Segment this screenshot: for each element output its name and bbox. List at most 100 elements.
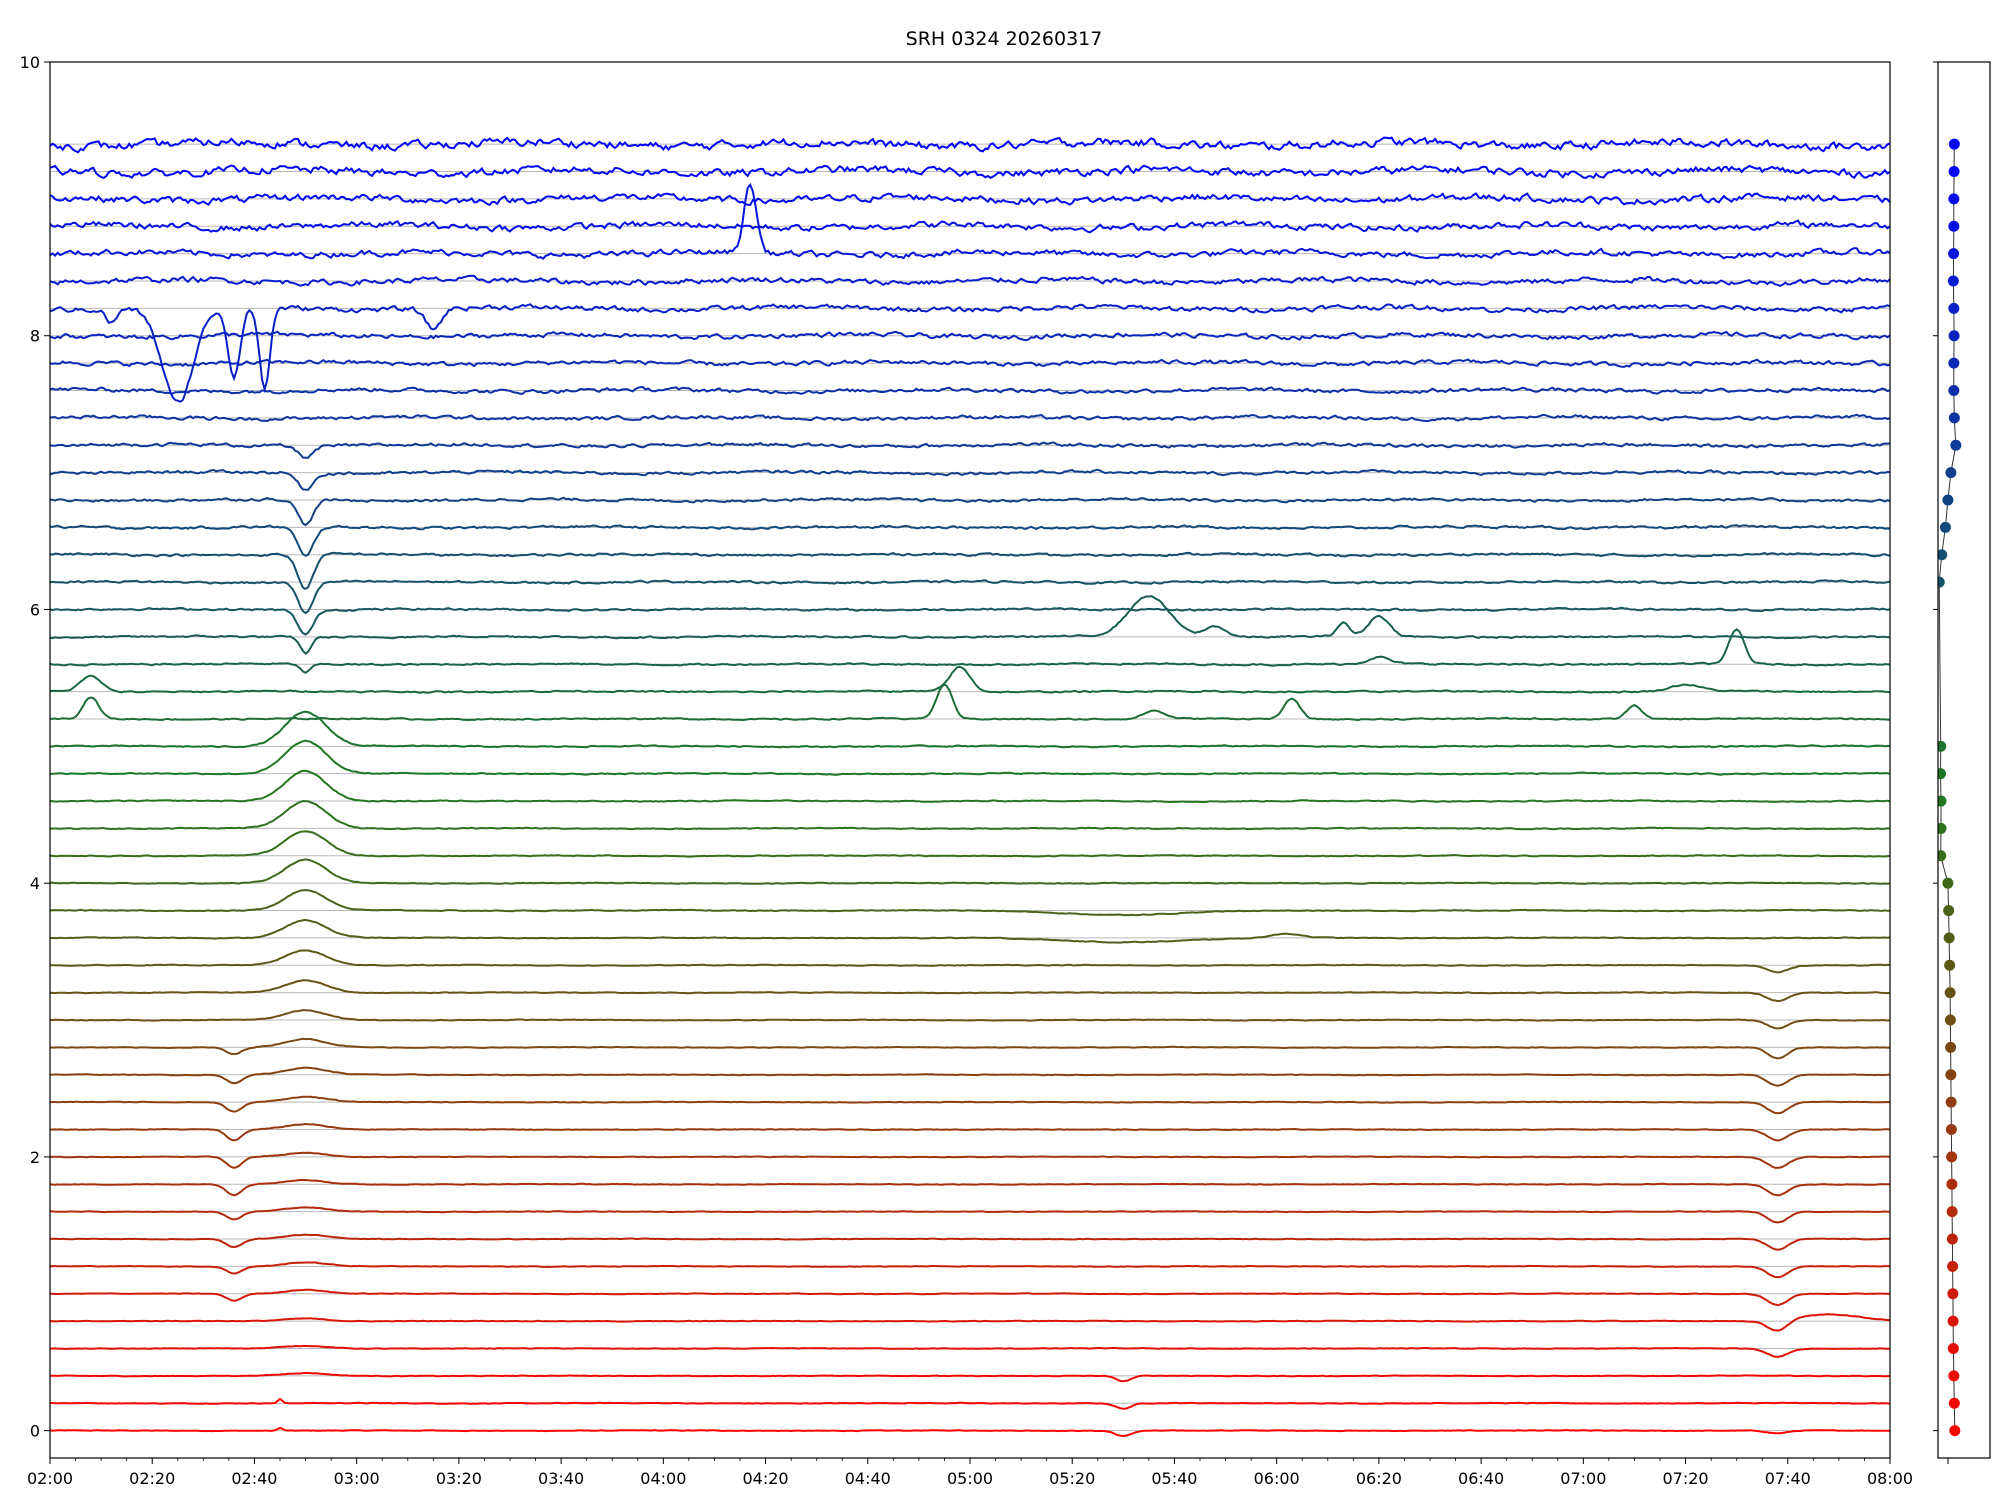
side-point [1947,1315,1959,1327]
side-point [1943,932,1955,944]
x-tick-label: 07:40 [1765,1469,1811,1488]
side-point [1943,905,1955,917]
side-point [1938,768,1946,780]
series-line-23 [50,769,1890,803]
side-point [1945,1069,1957,1081]
series-line-35 [50,468,1890,491]
side-point [1938,795,1947,807]
series-line-29 [50,595,1890,656]
series-line-0 [50,1426,1890,1438]
x-tick-label: 06:00 [1254,1469,1300,1488]
x-tick-label: 02:20 [129,1469,175,1488]
side-point [1938,549,1948,561]
series-line-43 [50,182,1890,260]
series-line-5 [50,1288,1890,1307]
y-tick-label: 2 [30,1148,40,1167]
side-point [1942,877,1954,889]
side-point [1938,822,1947,834]
series-line-31 [50,579,1890,615]
main-plot-area: 02:00 02:20 02:40 03:00 03:20 03:40 04:00 04:20… [20,53,1913,1488]
series-line-10 [50,1151,1890,1169]
y-tick-label: 6 [30,600,40,619]
main-axes-frame [49,61,1891,1459]
side-point [1947,275,1959,287]
series-line-2 [50,1371,1890,1383]
side-point [1947,1343,1959,1355]
x-tick-label: 06:20 [1356,1469,1402,1488]
series-line-41 [50,303,1890,403]
x-tick-label: 07:20 [1663,1469,1709,1488]
series-line-36 [50,441,1890,459]
x-tick-label: 05:40 [1151,1469,1197,1488]
side-point [1946,1233,1958,1245]
series-line-4 [50,1313,1890,1332]
series-line-44 [50,219,1890,234]
x-tick-label: 04:20 [743,1469,789,1488]
x-tick-label: 02:40 [231,1469,277,1488]
series-line-39 [50,358,1890,368]
series-line-32 [50,551,1890,591]
side-point [1947,1260,1959,1272]
series-line-42 [50,274,1890,287]
side-point [1948,412,1960,424]
y-tick-label: 10 [20,53,40,72]
side-point [1945,1124,1957,1136]
series-line-30 [50,606,1890,636]
x-tick-label: 03:00 [334,1469,380,1488]
side-point [1947,1288,1959,1300]
x-tick-label: 05:00 [947,1469,993,1488]
side-point [1948,138,1960,150]
series-line-7 [50,1233,1890,1251]
series-line-17 [50,949,1890,974]
x-tick-label: 08:00 [1867,1469,1913,1488]
series-line-16 [50,979,1890,1003]
side-point [1945,1096,1957,1108]
x-tick-label: 03:20 [436,1469,482,1488]
side-point [1948,357,1960,369]
x-tick-label: 04:40 [845,1469,891,1488]
side-point [1948,384,1960,396]
x-tick-label: 04:00 [640,1469,686,1488]
series-line-26 [50,683,1890,722]
x-tick-label: 03:40 [538,1469,584,1488]
series-line-8 [50,1206,1890,1224]
series-line-9 [50,1178,1890,1197]
series-line-11 [50,1122,1890,1142]
side-point [1950,439,1962,451]
series-line-34 [50,496,1890,527]
side-point [1938,576,1945,588]
x-tick-label: 02:00 [27,1469,73,1488]
side-point [1938,850,1947,862]
side-point [1946,1178,1958,1190]
series-line-12 [50,1095,1890,1115]
side-point [1948,220,1960,232]
series-line-6 [50,1261,1890,1279]
side-point [1948,165,1960,177]
series-line-14 [50,1037,1890,1060]
series-group [50,136,1890,1438]
series-line-13 [50,1066,1890,1087]
series-line-45 [50,192,1890,207]
series-line-37 [50,413,1890,423]
series-line-24 [50,739,1890,776]
series-line-28 [50,628,1890,674]
side-plot-area [1933,61,1991,1464]
side-axes-frame [1937,61,1991,1459]
series-line-1 [50,1397,1890,1410]
series-line-27 [50,665,1890,694]
side-point [1946,1206,1958,1218]
series-line-46 [50,164,1890,180]
side-point [1948,193,1960,205]
side-point [1944,959,1956,971]
side-point [1949,1425,1961,1437]
side-point [1948,1397,1960,1409]
side-point [1945,467,1957,479]
series-line-19 [50,889,1890,917]
series-line-38 [50,386,1890,395]
series-line-47 [50,136,1890,154]
side-point [1948,302,1960,314]
side-point [1945,1041,1957,1053]
series-line-3 [50,1344,1890,1358]
side-point [1948,1370,1960,1382]
